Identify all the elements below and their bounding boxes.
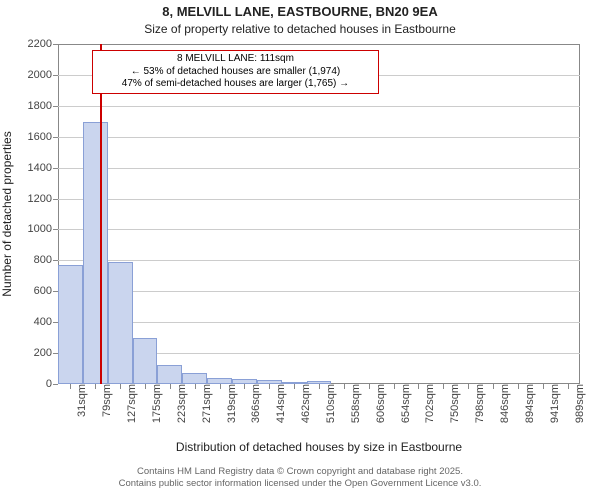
xtick-label: 127sqm [124, 384, 138, 423]
xtick-mark [70, 384, 71, 389]
chart-subtitle: Size of property relative to detached ho… [0, 22, 600, 36]
xtick-mark [145, 384, 146, 389]
x-axis-label: Distribution of detached houses by size … [58, 440, 580, 454]
annotation-line: 47% of semi-detached houses are larger (… [97, 78, 374, 91]
ytick-mark [53, 384, 58, 385]
xtick-label: 941sqm [547, 384, 561, 423]
chart-title: 8, MELVILL LANE, EASTBOURNE, BN20 9EA [0, 4, 600, 19]
xtick-mark [443, 384, 444, 389]
plot-border [58, 44, 580, 384]
gridline [58, 322, 580, 323]
xtick-mark [568, 384, 569, 389]
ytick-mark [53, 229, 58, 230]
xtick-mark [369, 384, 370, 389]
xtick-mark [220, 384, 221, 389]
chart-container: { "title": "8, MELVILL LANE, EASTBOURNE,… [0, 0, 600, 500]
footer-line-1: Contains HM Land Registry data © Crown c… [0, 466, 600, 478]
xtick-mark [394, 384, 395, 389]
ytick-mark [53, 260, 58, 261]
gridline [58, 137, 580, 138]
xtick-mark [170, 384, 171, 389]
xtick-mark [120, 384, 121, 389]
xtick-label: 319sqm [224, 384, 238, 423]
xtick-label: 798sqm [472, 384, 486, 423]
xtick-label: 414sqm [273, 384, 287, 423]
histogram-bar [157, 365, 182, 384]
gridline [58, 291, 580, 292]
histogram-bar [182, 373, 207, 384]
xtick-mark [493, 384, 494, 389]
ytick-mark [53, 168, 58, 169]
xtick-label: 989sqm [572, 384, 586, 423]
xtick-label: 558sqm [348, 384, 362, 423]
annotation-line: ← 53% of detached houses are smaller (1,… [97, 66, 374, 79]
xtick-label: 846sqm [497, 384, 511, 423]
ytick-mark [53, 75, 58, 76]
gridline [58, 229, 580, 230]
xtick-label: 366sqm [248, 384, 262, 423]
histogram-bar [83, 122, 108, 384]
y-axis-label: Number of detached properties [0, 131, 14, 296]
xtick-label: 702sqm [422, 384, 436, 423]
xtick-mark [195, 384, 196, 389]
xtick-label: 894sqm [522, 384, 536, 423]
xtick-label: 510sqm [323, 384, 337, 423]
xtick-label: 654sqm [398, 384, 412, 423]
xtick-label: 79sqm [99, 384, 113, 417]
reference-line [100, 44, 102, 384]
ytick-mark [53, 137, 58, 138]
xtick-mark [468, 384, 469, 389]
annotation-box: 8 MELVILL LANE: 111sqm← 53% of detached … [92, 50, 379, 94]
xtick-mark [518, 384, 519, 389]
xtick-mark [344, 384, 345, 389]
xtick-mark [294, 384, 295, 389]
gridline [58, 260, 580, 261]
annotation-line: 8 MELVILL LANE: 111sqm [97, 53, 374, 66]
xtick-mark [269, 384, 270, 389]
histogram-bar [108, 262, 133, 384]
xtick-label: 31sqm [74, 384, 88, 417]
ytick-mark [53, 44, 58, 45]
xtick-label: 606sqm [373, 384, 387, 423]
footer-line-2: Contains public sector information licen… [0, 478, 600, 490]
gridline [58, 168, 580, 169]
gridline [58, 199, 580, 200]
xtick-mark [319, 384, 320, 389]
xtick-mark [418, 384, 419, 389]
footer-attribution: Contains HM Land Registry data © Crown c… [0, 466, 600, 490]
xtick-mark [543, 384, 544, 389]
ytick-mark [53, 106, 58, 107]
xtick-mark [95, 384, 96, 389]
plot-area: 0200400600800100012001400160018002000220… [58, 44, 580, 384]
histogram-bar [58, 265, 83, 384]
xtick-label: 223sqm [174, 384, 188, 423]
xtick-label: 271sqm [199, 384, 213, 423]
ytick-mark [53, 199, 58, 200]
gridline [58, 106, 580, 107]
xtick-label: 462sqm [298, 384, 312, 423]
xtick-mark [244, 384, 245, 389]
xtick-label: 175sqm [149, 384, 163, 423]
histogram-bar [133, 338, 158, 384]
xtick-label: 750sqm [447, 384, 461, 423]
